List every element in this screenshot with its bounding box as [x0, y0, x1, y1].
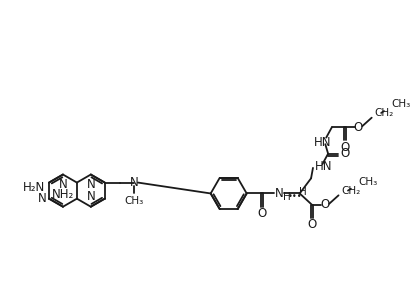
Text: N: N [37, 192, 46, 205]
Text: CH₃: CH₃ [125, 196, 144, 205]
Text: HN: HN [315, 160, 332, 173]
Text: O: O [257, 207, 266, 220]
Text: N: N [86, 190, 95, 203]
Text: N: N [130, 176, 139, 189]
Text: •••: ••• [288, 192, 302, 201]
Text: CH₃: CH₃ [358, 177, 378, 187]
Text: CH₂: CH₂ [374, 108, 394, 118]
Text: NH₂: NH₂ [52, 188, 74, 201]
Text: HN: HN [314, 136, 331, 149]
Text: CH₂: CH₂ [342, 186, 360, 196]
Text: CH₃: CH₃ [392, 99, 411, 110]
Text: H: H [299, 186, 307, 197]
Text: O: O [307, 218, 316, 231]
Text: O: O [321, 198, 330, 211]
Text: O: O [341, 147, 350, 160]
Text: N: N [86, 178, 95, 191]
Text: O: O [354, 121, 363, 134]
Text: N: N [275, 187, 283, 200]
Text: O: O [341, 141, 350, 154]
Text: N: N [59, 178, 67, 191]
Text: H₂N: H₂N [23, 181, 45, 194]
Text: H: H [283, 192, 290, 202]
